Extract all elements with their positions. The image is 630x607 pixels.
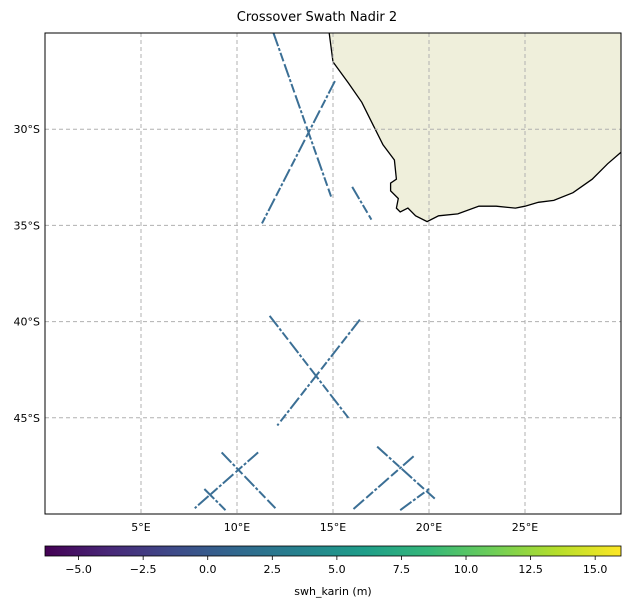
- swath-track: [220, 451, 277, 509]
- lat-tick-label: 35°S: [14, 219, 40, 232]
- coastline: [328, 33, 621, 223]
- gridlines: [45, 33, 621, 514]
- colorbar-tick-label: 12.5: [518, 563, 543, 576]
- swath-track: [203, 488, 227, 511]
- map-panel: 5°E 10°E 15°E 20°E 25°E 30°S 35°S 40°S 45°S: [14, 32, 622, 534]
- colorbar-tick-label: −2.5: [130, 563, 157, 576]
- longitude-labels: 5°E 10°E 15°E 20°E 25°E: [131, 521, 538, 534]
- colorbar-tick-label: 15.0: [583, 563, 608, 576]
- colorbar-ticks: −5.0 −2.5 0.0 2.5 5.0 7.5 10.0 12.5 15.0: [65, 556, 607, 576]
- lon-tick-label: 15°E: [320, 521, 346, 534]
- colorbar-tick-label: 5.0: [328, 563, 346, 576]
- swath-tracks: [194, 33, 436, 511]
- swath-track: [272, 33, 333, 197]
- colorbar-tick-label: 0.0: [199, 563, 217, 576]
- colorbar-label: swh_karin (m): [294, 585, 371, 598]
- swath-track: [399, 488, 430, 511]
- chart-title: Crossover Swath Nadir 2: [237, 10, 397, 25]
- lon-tick-label: 20°E: [416, 521, 442, 534]
- lat-tick-label: 30°S: [14, 123, 40, 136]
- swath-track: [376, 445, 436, 500]
- colorbar-tick-label: 2.5: [264, 563, 282, 576]
- colorbar-tick-label: −5.0: [65, 563, 92, 576]
- lon-tick-label: 25°E: [512, 521, 538, 534]
- swath-track: [268, 315, 350, 419]
- swath-track: [261, 80, 336, 224]
- lat-tick-label: 40°S: [14, 316, 40, 329]
- swath-track: [276, 319, 361, 427]
- land-africa: [329, 33, 621, 222]
- map-frame: [44, 32, 622, 515]
- latitude-labels: 30°S 35°S 40°S 45°S: [14, 123, 40, 425]
- lon-tick-label: 5°E: [131, 521, 150, 534]
- colorbar-tick-label: 7.5: [393, 563, 411, 576]
- colorbar: −5.0 −2.5 0.0 2.5 5.0 7.5 10.0 12.5 15.0 swh_kar…: [44, 545, 622, 598]
- swath-track: [194, 451, 259, 509]
- colorbar-tick-label: 10.0: [454, 563, 479, 576]
- lon-tick-label: 10°E: [224, 521, 250, 534]
- swath-track: [351, 455, 415, 511]
- colorbar-gradient: [44, 545, 622, 557]
- lat-tick-label: 45°S: [14, 412, 40, 425]
- swath-track: [351, 186, 373, 221]
